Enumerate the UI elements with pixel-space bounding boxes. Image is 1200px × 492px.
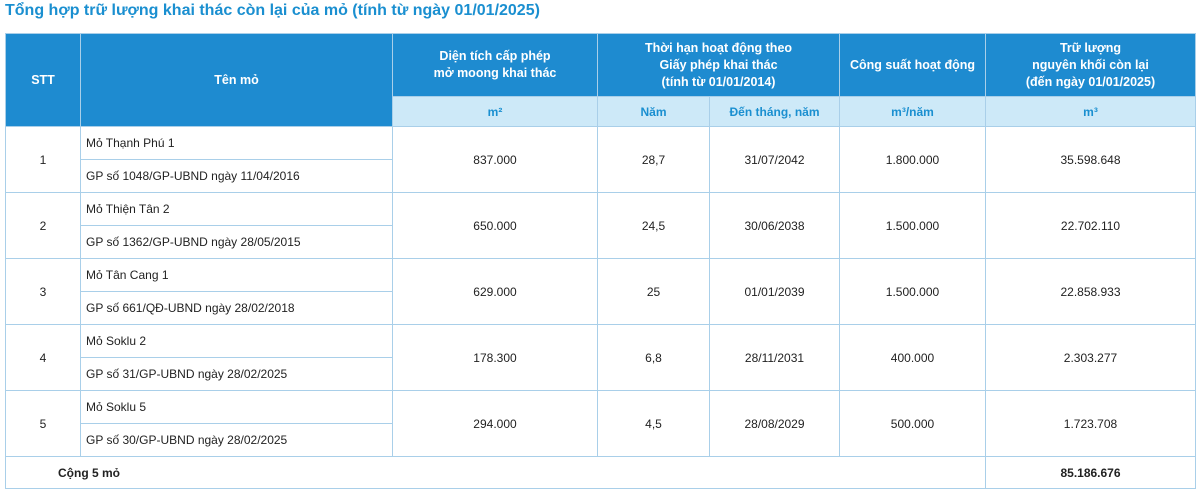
mine-name: Mỏ Thiện Tân 2 <box>80 192 393 226</box>
header-line: Thời hạn hoạt động theo <box>644 40 793 55</box>
permit-cell: GP số 661/QĐ-UBND ngày 28/02/2018 <box>80 291 393 325</box>
unit-cell: m³/năm <box>839 96 986 127</box>
mine-name: Mỏ Tân Cang 1 <box>80 258 393 292</box>
years-cell: 24,5 <box>597 192 710 259</box>
stt-cell: 4 <box>5 324 81 391</box>
capacity-cell: 1.800.000 <box>839 126 986 193</box>
reserve-cell: 22.702.110 <box>985 192 1196 259</box>
header-line: mở moong khai thác <box>433 66 557 80</box>
header-line: Công suất hoạt động <box>850 57 975 72</box>
total-label: Cộng 5 mỏ <box>5 456 986 489</box>
permit-cell: GP số 31/GP-UBND ngày 28/02/2025 <box>80 357 393 391</box>
permit-row: GP số 661/QĐ-UBND ngày 28/02/2018 <box>6 291 1196 325</box>
area-cell: 294.000 <box>392 390 598 457</box>
mine-row: 4 Mỏ Soklu 2 178.300 6,8 28/11/2031 400.000 2.… <box>5 324 1196 391</box>
header-cell: STT <box>5 33 81 127</box>
years-cell: 25 <box>597 258 710 325</box>
permit-row: GP số 1362/GP-UBND ngày 28/05/2015 <box>6 225 1196 259</box>
until-cell: 28/11/2031 <box>709 324 840 391</box>
unit-cell: Đến tháng, năm <box>709 96 840 127</box>
permit-cell: GP số 1362/GP-UBND ngày 28/05/2015 <box>80 225 393 259</box>
header-line: (tính từ 01/01/2014) <box>661 74 776 89</box>
reserve-table: STT Tên mỏ Diện tích cấp phép mở moong khai… <box>5 33 1196 489</box>
area-cell: 178.300 <box>392 324 598 391</box>
permit-row: GP số 31/GP-UBND ngày 28/02/2025 <box>6 357 1196 391</box>
years-cell: 6,8 <box>597 324 710 391</box>
header-line: (đến ngày 01/01/2025) <box>1025 74 1156 89</box>
permit-cell: GP số 1048/GP-UBND ngày 11/04/2016 <box>80 159 393 193</box>
years-cell: 4,5 <box>597 390 710 457</box>
unit-row: m² Năm Đến tháng, năm m³/năm m³ <box>6 96 1196 127</box>
header-cell: Trữ lượng nguyên khối còn lại (đến ngày 01… <box>985 33 1196 97</box>
until-cell: 01/01/2039 <box>709 258 840 325</box>
header-cell: Thời hạn hoạt động theo Giấy phép khai th… <box>597 33 840 97</box>
permit-row: GP số 30/GP-UBND ngày 28/02/2025 <box>6 423 1196 457</box>
header-line: nguyên khối còn lại <box>1032 57 1149 72</box>
until-cell: 31/07/2042 <box>709 126 840 193</box>
table-head: STT Tên mỏ Diện tích cấp phép mở moong khai… <box>5 33 1196 127</box>
header-line: Trữ lượng <box>1059 40 1122 55</box>
stt-cell: 2 <box>5 192 81 259</box>
mine-name: Mỏ Soklu 2 <box>80 324 393 358</box>
header-line: Giấy phép khai thác <box>659 57 778 72</box>
mine-name: Mỏ Soklu 5 <box>80 390 393 424</box>
until-cell: 30/06/2038 <box>709 192 840 259</box>
area-cell: 650.000 <box>392 192 598 259</box>
total-row: Cộng 5 mỏ 85.186.676 <box>5 456 1196 489</box>
stt-cell: 5 <box>5 390 81 457</box>
table-body: 1 Mỏ Thạnh Phú 1 837.000 28,7 31/07/2042 1.80… <box>5 126 1196 489</box>
reserve-cell: 35.598.648 <box>985 126 1196 193</box>
unit-cell: m² <box>392 96 598 127</box>
permit-cell: GP số 30/GP-UBND ngày 28/02/2025 <box>80 423 393 457</box>
area-cell: 629.000 <box>392 258 598 325</box>
capacity-cell: 1.500.000 <box>839 258 986 325</box>
capacity-cell: 1.500.000 <box>839 192 986 259</box>
total-value: 85.186.676 <box>985 456 1196 489</box>
header-cell: Diện tích cấp phép mở moong khai thác <box>392 33 598 97</box>
reserve-cell: 22.858.933 <box>985 258 1196 325</box>
capacity-cell: 500.000 <box>839 390 986 457</box>
reserve-cell: 1.723.708 <box>985 390 1196 457</box>
header-row: STT Tên mỏ Diện tích cấp phép mở moong khai… <box>5 33 1196 127</box>
area-cell: 837.000 <box>392 126 598 193</box>
stt-cell: 1 <box>5 126 81 193</box>
unit-cell: m³ <box>985 96 1196 127</box>
mine-row: 5 Mỏ Soklu 5 294.000 4,5 28/08/2029 500.000 1.… <box>5 390 1196 457</box>
reserve-cell: 2.303.277 <box>985 324 1196 391</box>
years-cell: 28,7 <box>597 126 710 193</box>
mine-row: 3 Mỏ Tân Cang 1 629.000 25 01/01/2039 1.500.0… <box>5 258 1196 325</box>
header-cell: Công suất hoạt động <box>839 33 986 97</box>
mine-name: Mỏ Thạnh Phú 1 <box>80 126 393 160</box>
mine-row: 1 Mỏ Thạnh Phú 1 837.000 28,7 31/07/2042 1.80… <box>5 126 1196 193</box>
until-cell: 28/08/2029 <box>709 390 840 457</box>
header-cell: Tên mỏ <box>80 33 393 127</box>
unit-cell: Năm <box>597 96 710 127</box>
capacity-cell: 400.000 <box>839 324 986 391</box>
mine-row: 2 Mỏ Thiện Tân 2 650.000 24,5 30/06/2038 1.50… <box>5 192 1196 259</box>
stt-cell: 3 <box>5 258 81 325</box>
header-line: Diện tích cấp phép <box>439 49 551 63</box>
page-title: Tổng hợp trữ lượng khai thác còn lại của… <box>5 2 540 19</box>
